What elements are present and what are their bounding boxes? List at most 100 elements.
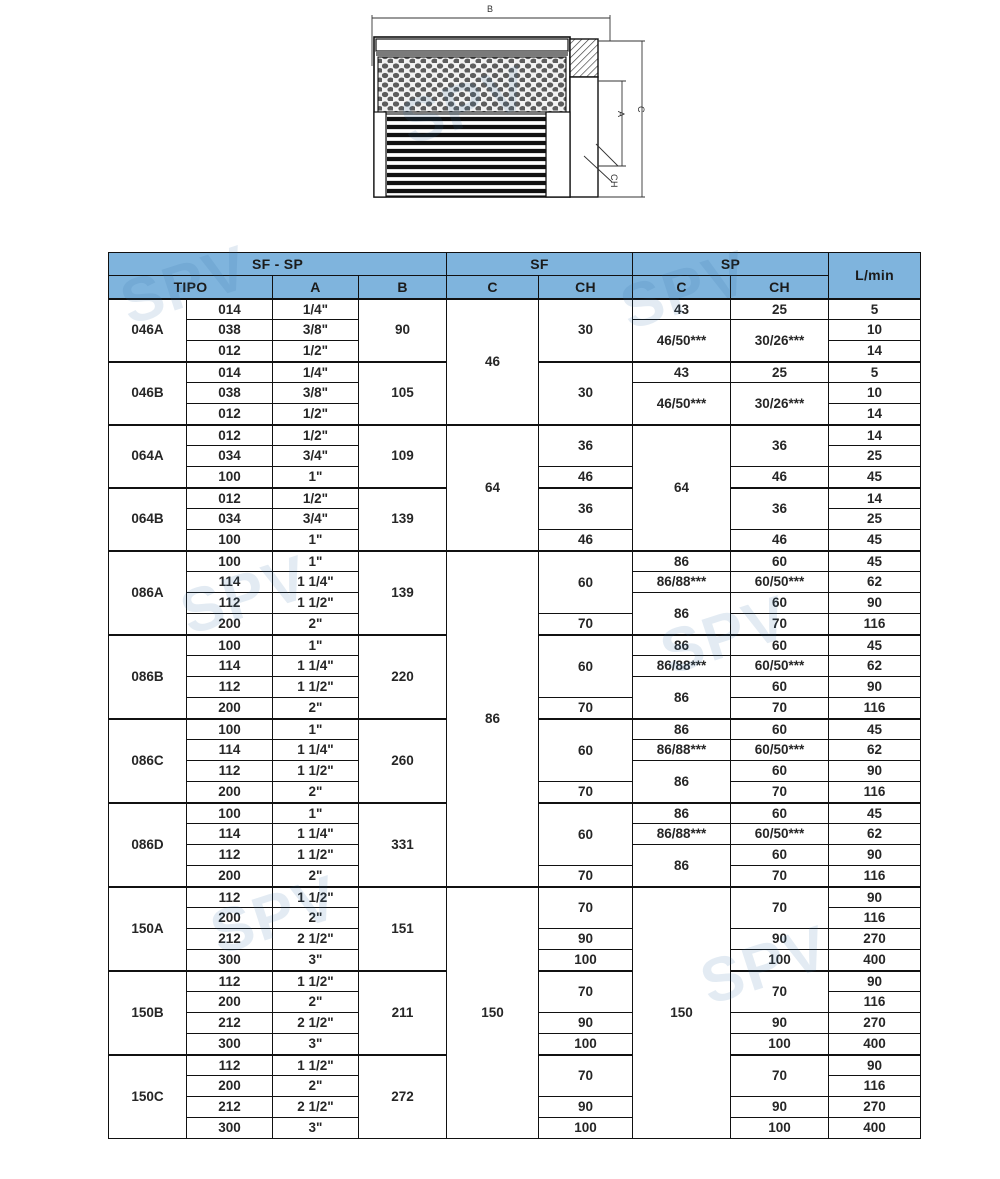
cell-a: 2" (272, 613, 359, 635)
table-row: 112 1 1/2" 86 60 90 (109, 760, 922, 803)
cell-sp-ch: 60 (730, 676, 830, 698)
cell-sp-c: 43 (632, 297, 732, 320)
cell-sf-c: 86 (446, 549, 540, 887)
header-lmin: L/min (828, 252, 922, 299)
cell-lmin: 14 (828, 423, 922, 446)
cell-sf-ch: 70 (538, 1053, 634, 1097)
cell-sp-ch: 60 (730, 760, 830, 782)
cell-a: 3" (272, 1117, 359, 1139)
header-group-sp: SP (632, 252, 830, 276)
cell-a: 3" (272, 1033, 359, 1055)
table-row: 100 1" 46 46 45 (109, 466, 922, 488)
cell-lmin: 90 (828, 676, 922, 698)
cell-a: 1 1/2" (272, 676, 359, 698)
cell-lmin: 116 (828, 613, 922, 635)
cell-lmin: 45 (828, 633, 922, 656)
cell-sp-ch: 90 (730, 1012, 830, 1034)
cell-sf-ch: 36 (538, 423, 634, 467)
cell-sf-ch: 30 (538, 360, 634, 425)
cell-a: 1" (272, 633, 359, 656)
table-row: 112 1 1/2" 86 60 90 (109, 676, 922, 719)
cell-lmin: 45 (828, 717, 922, 740)
cell-a: 1" (272, 529, 359, 551)
cell-lmin: 90 (828, 592, 922, 614)
cell-a: 2" (272, 781, 359, 803)
cell-a: 1/4" (272, 297, 359, 320)
cell-tipo: 046B (108, 360, 187, 425)
cell-sp-ch: 70 (730, 969, 830, 1013)
cell-lmin: 5 (828, 297, 922, 320)
cell-code: 100 (186, 466, 273, 488)
table-row: 200 2" 116 (109, 991, 922, 1013)
table-row: 086D 100 1" 331 60 86 60 45 (108, 801, 922, 887)
cell-code: 300 (186, 1117, 273, 1139)
cell-sp-ch: 46 (730, 466, 830, 488)
cell-tipo: 086A (108, 549, 187, 635)
cell-code: 012 (186, 340, 273, 362)
cell-sp-c: 86 (632, 844, 732, 887)
cell-code: 200 (186, 1075, 273, 1097)
cell-lmin: 25 (828, 445, 922, 467)
cell-code: 300 (186, 949, 273, 971)
header-group-sf-sp: SF - SP (107, 252, 448, 276)
cell-lmin: 90 (828, 885, 922, 908)
cell-a: 1" (272, 549, 359, 572)
cell-b: 109 (357, 423, 448, 488)
cell-sp-ch: 70 (730, 781, 830, 803)
cell-lmin: 116 (828, 865, 922, 887)
cell-lmin: 45 (828, 466, 922, 488)
table-row: 038 3/8" 46/50*** 30/26*** 10 (109, 382, 922, 425)
table-row: 112 1 1/2" 86 60 90 (109, 592, 922, 635)
table-row: 200 2" 70 70 116 (109, 865, 922, 887)
cell-tipo: 046A (108, 297, 187, 362)
header-group-sf: SF (446, 252, 634, 276)
cell-sp-ch: 100 (730, 1117, 830, 1139)
cell-sp-ch: 60/50*** (730, 655, 830, 677)
cell-lmin: 116 (828, 1075, 922, 1097)
cell-code: 200 (186, 907, 273, 929)
cell-code: 112 (186, 885, 273, 908)
cell-sp-ch: 70 (730, 613, 830, 635)
cell-sf-ch: 46 (538, 529, 634, 551)
cell-lmin: 5 (828, 360, 922, 383)
cell-code: 012 (186, 486, 273, 509)
table-row: 046A 014 1/4" 90 46 30 43 25 5 (108, 297, 922, 425)
cell-sf-c: 64 (446, 423, 540, 551)
cell-sp-c: 86 (632, 717, 732, 740)
cell-sf-ch: 60 (538, 549, 634, 614)
table-row: 086B 100 1" 220 60 86 60 45 (108, 633, 922, 719)
cell-sf-ch: 30 (538, 297, 634, 362)
table-row: 300 3" 100 100 400 (109, 1117, 922, 1139)
dimension-label-ch: CH (609, 174, 619, 188)
cell-lmin: 14 (828, 340, 922, 362)
cell-sp-c: 86/88*** (632, 571, 732, 593)
table-row: 012 1/2" 14 (109, 403, 922, 425)
cell-a: 1 1/2" (272, 844, 359, 866)
cell-code: 200 (186, 697, 273, 719)
cell-a: 1" (272, 717, 359, 740)
cell-sp-c: 86 (632, 592, 732, 635)
cell-code: 034 (186, 508, 273, 530)
header-sp-c: C (632, 275, 732, 299)
cell-lmin: 45 (828, 549, 922, 572)
cell-code: 200 (186, 613, 273, 635)
table-row: 212 2 1/2" 90 90 270 (109, 928, 922, 950)
cell-sp-ch: 70 (730, 697, 830, 719)
cell-sf-ch: 70 (538, 885, 634, 929)
cell-code: 112 (186, 1053, 273, 1076)
cell-code: 014 (186, 297, 273, 320)
cell-lmin: 116 (828, 781, 922, 803)
cell-lmin: 270 (828, 1012, 922, 1034)
cell-lmin: 10 (828, 319, 922, 341)
dimension-label-a: A (616, 111, 626, 118)
cell-a: 1" (272, 801, 359, 824)
table-row: 112 1 1/2" 86 60 90 (109, 844, 922, 887)
cell-tipo: 086D (108, 801, 187, 887)
table-body: 046A 014 1/4" 90 46 30 43 25 5 038 3/8" 46/50*** 30/… (108, 297, 922, 1139)
cell-sp-ch: 90 (730, 1096, 830, 1118)
cell-sp-ch: 90 (730, 928, 830, 950)
cell-a: 1/2" (272, 423, 359, 446)
cell-sf-ch: 36 (538, 486, 634, 530)
cell-a: 2" (272, 1075, 359, 1097)
cell-sp-c: 86 (632, 549, 732, 572)
